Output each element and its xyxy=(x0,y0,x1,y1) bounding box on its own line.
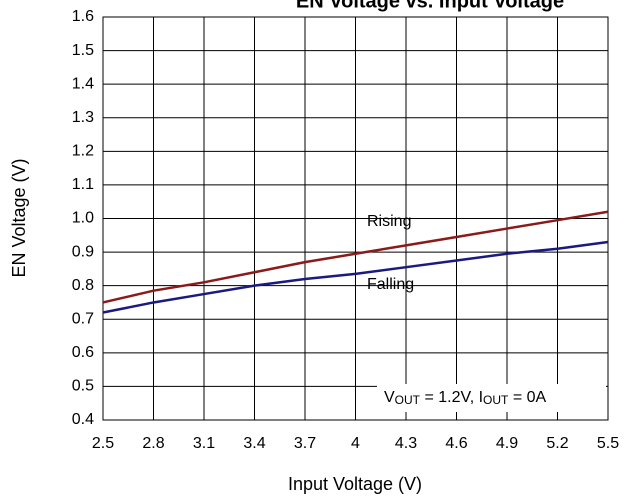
annotation: VOUT = 1.2V, IOUT = 0A xyxy=(384,389,547,407)
y-tick-label: 0.9 xyxy=(72,243,94,260)
x-tick-label: 5.5 xyxy=(597,435,619,452)
annotation-part: = 1.2V, I xyxy=(420,389,483,406)
y-tick-label: 0.4 xyxy=(72,411,94,428)
x-tick-label: 3.1 xyxy=(193,435,215,452)
annotation-part: = 0A xyxy=(508,389,546,406)
series-label: Falling xyxy=(367,276,414,293)
x-tick-label: 3.4 xyxy=(243,435,265,452)
annotation-part: OUT xyxy=(395,393,421,407)
x-axis-label: Input Voltage (V) xyxy=(288,474,422,494)
x-tick-label: 4.6 xyxy=(445,435,467,452)
chart-title: EN Voltage vs. Input Voltage xyxy=(296,0,564,12)
x-tick-label: 2.5 xyxy=(92,435,114,452)
x-tick-label: 2.8 xyxy=(142,435,164,452)
y-tick-label: 1.2 xyxy=(72,143,94,160)
y-tick-label: 0.5 xyxy=(72,378,94,395)
annotation-part: OUT xyxy=(483,393,509,407)
y-tick-label: 1.6 xyxy=(72,8,94,25)
y-tick-label: 1.3 xyxy=(72,109,94,126)
x-tick-label: 5.2 xyxy=(546,435,568,452)
y-tick-label: 0.7 xyxy=(72,310,94,327)
line-series xyxy=(102,240,609,314)
series-label: Rising xyxy=(367,213,411,230)
annotation-box xyxy=(377,384,606,412)
x-tick-label: 4 xyxy=(351,435,360,452)
x-tick-label: 4.3 xyxy=(395,435,417,452)
x-tick-label: 4.9 xyxy=(496,435,518,452)
y-tick-label: 1.0 xyxy=(72,210,94,227)
y-tick-label: 1.5 xyxy=(72,42,94,59)
y-tick-label: 1.4 xyxy=(72,75,94,92)
y-axis-label: EN Voltage (V) xyxy=(9,158,29,277)
annotation-part: V xyxy=(384,389,395,406)
x-tick-label: 3.7 xyxy=(294,435,316,452)
y-tick-label: 1.1 xyxy=(72,176,94,193)
line-series xyxy=(102,210,609,304)
y-tick-label: 0.6 xyxy=(72,344,94,361)
y-tick-label: 0.8 xyxy=(72,277,94,294)
